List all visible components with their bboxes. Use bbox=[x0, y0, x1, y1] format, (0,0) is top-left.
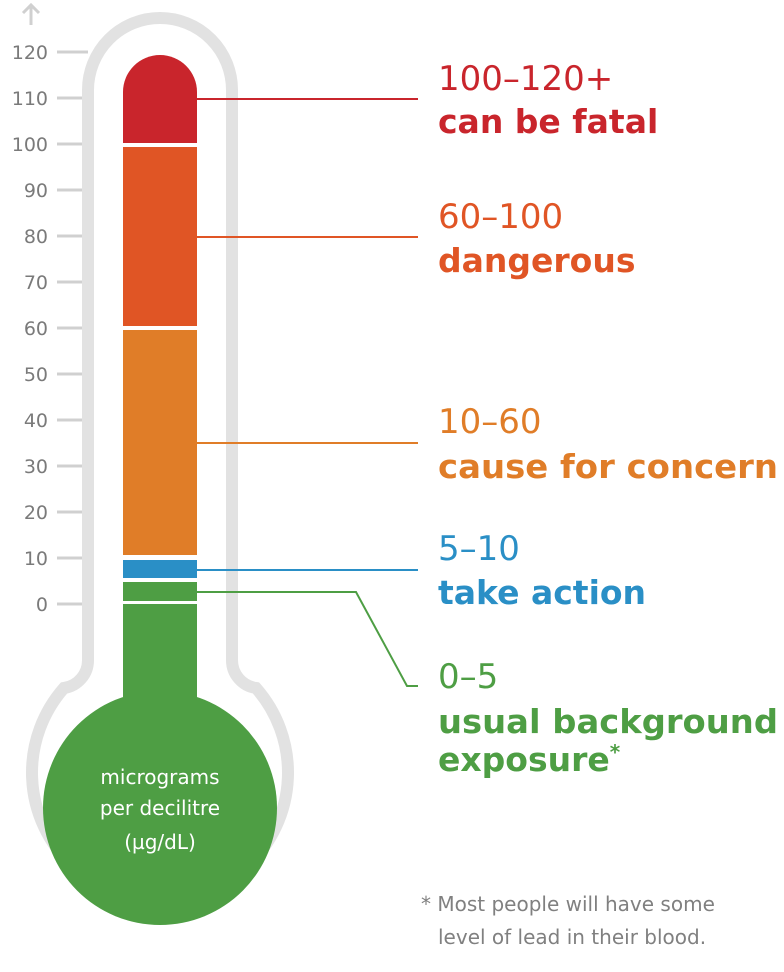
desc-cause-for-concern: cause for concern bbox=[438, 447, 778, 486]
desc-dangerous: dangerous bbox=[438, 241, 635, 280]
callout-dangerous: 60–100 dangerous bbox=[438, 197, 635, 280]
tick-label-0: 0 bbox=[36, 594, 48, 616]
unit-line-2: per decilitre bbox=[100, 796, 220, 820]
tick-label-70: 70 bbox=[24, 272, 48, 294]
range-dangerous: 60–100 bbox=[438, 197, 563, 237]
callout-take-action: 5–10 take action bbox=[438, 529, 646, 612]
range-cause-for-concern: 10–60 bbox=[438, 402, 542, 442]
leader-usual-background bbox=[197, 591, 418, 687]
desc-exposure: exposure bbox=[438, 740, 610, 779]
segment-usual-background bbox=[123, 582, 197, 601]
range-take-action: 5–10 bbox=[438, 529, 520, 569]
bulb-neck bbox=[123, 604, 197, 714]
callout-cause-for-concern: 10–60 cause for concern bbox=[438, 402, 778, 486]
leader-lines bbox=[197, 98, 418, 687]
callout-usual-background: 0–5 usual background exposure* bbox=[438, 657, 778, 779]
tick-label-50: 50 bbox=[24, 364, 48, 386]
tick-label-10: 10 bbox=[24, 548, 48, 570]
unit-label: micrograms per decilitre (µg/dL) bbox=[100, 765, 220, 854]
tick-label-20: 20 bbox=[24, 502, 48, 524]
tick-label-120: 120 bbox=[12, 42, 48, 64]
footnote-marker: * bbox=[610, 740, 621, 764]
unit-line-1: micrograms bbox=[100, 765, 219, 789]
footnote-line-1: * Most people will have some bbox=[421, 892, 715, 916]
tick-label-80: 80 bbox=[24, 226, 48, 248]
segment-take-action bbox=[123, 560, 197, 578]
desc-usual-background-line-2: exposure* bbox=[438, 740, 621, 779]
segment-dangerous bbox=[123, 147, 197, 326]
axis-arrow bbox=[21, 2, 41, 25]
tick-label-30: 30 bbox=[24, 456, 48, 478]
footnote: * Most people will have some level of le… bbox=[421, 892, 715, 949]
tick-label-40: 40 bbox=[24, 410, 48, 432]
range-can-be-fatal: 100–120+ bbox=[438, 59, 613, 99]
tick-label-110: 110 bbox=[12, 88, 48, 110]
segment-can-be-fatal bbox=[123, 55, 197, 143]
unit-line-3: (µg/dL) bbox=[124, 830, 196, 854]
tick-label-100: 100 bbox=[12, 134, 48, 156]
desc-can-be-fatal: can be fatal bbox=[438, 102, 658, 141]
segment-cause-for-concern bbox=[123, 330, 197, 555]
tick-label-60: 60 bbox=[24, 318, 48, 340]
range-usual-background: 0–5 bbox=[438, 657, 498, 697]
tick-label-90: 90 bbox=[24, 180, 48, 202]
footnote-line-2: level of lead in their blood. bbox=[438, 925, 706, 949]
desc-take-action: take action bbox=[438, 573, 646, 612]
callout-can-be-fatal: 100–120+ can be fatal bbox=[438, 59, 658, 141]
desc-usual-background: usual background bbox=[438, 702, 778, 741]
thermometer-bulb bbox=[43, 691, 277, 925]
